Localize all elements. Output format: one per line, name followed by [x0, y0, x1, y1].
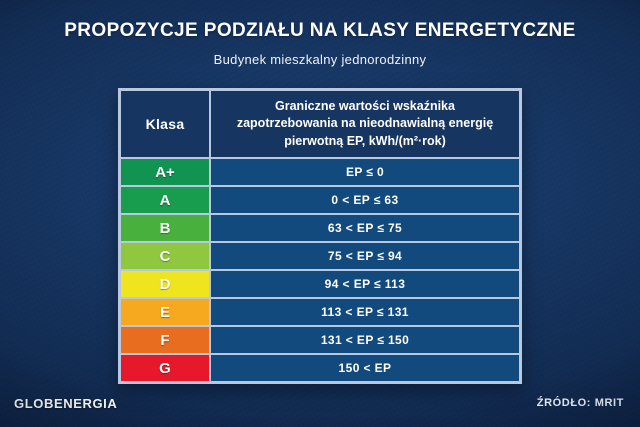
energy-class-table: Klasa Graniczne wartości wskaźnika zapot…	[118, 88, 522, 384]
class-label: D	[159, 275, 171, 293]
class-cell: F	[120, 326, 210, 354]
class-cell: B	[120, 214, 210, 242]
range-label: 75 < EP ≤ 94	[327, 249, 403, 263]
class-cell: C	[120, 242, 210, 270]
class-label: A+	[155, 163, 175, 181]
table-header-ep-range: Graniczne wartości wskaźnika zapotrzebow…	[210, 90, 520, 158]
class-label: A	[159, 191, 171, 209]
class-label: E	[159, 303, 170, 321]
range-label: EP ≤ 0	[345, 165, 385, 179]
range-cell: 0 < EP ≤ 63	[210, 186, 520, 214]
range-cell: 131 < EP ≤ 150	[210, 326, 520, 354]
class-cell: A	[120, 186, 210, 214]
range-cell: EP ≤ 0	[210, 158, 520, 186]
class-cell: G	[120, 354, 210, 382]
class-cell: D	[120, 270, 210, 298]
class-label: F	[160, 331, 170, 349]
range-label: 63 < EP ≤ 75	[327, 221, 403, 235]
range-label: 131 < EP ≤ 150	[320, 333, 410, 347]
class-label: G	[159, 359, 171, 377]
range-cell: 113 < EP ≤ 131	[210, 298, 520, 326]
range-label: 0 < EP ≤ 63	[331, 193, 399, 207]
class-label: C	[159, 247, 171, 265]
page-subtitle: Budynek mieszkalny jednorodzinny	[213, 52, 427, 67]
class-label: B	[159, 219, 171, 237]
brand-logo: GLOBENERGIA	[14, 396, 118, 411]
source-label: ŹRÓDŁO: MRIT	[536, 397, 624, 409]
page-title: PROPOZYCJE PODZIAŁU NA KLASY ENERGETYCZN…	[64, 20, 576, 41]
range-label: 150 < EP	[338, 361, 392, 375]
range-cell: 63 < EP ≤ 75	[210, 214, 520, 242]
class-cell: A+	[120, 158, 210, 186]
range-label: 94 < EP ≤ 113	[324, 277, 406, 291]
range-cell: 94 < EP ≤ 113	[210, 270, 520, 298]
range-label: 113 < EP ≤ 131	[321, 305, 409, 319]
table-header-klasa: Klasa	[120, 90, 210, 158]
class-cell: E	[120, 298, 210, 326]
range-cell: 150 < EP	[210, 354, 520, 382]
range-cell: 75 < EP ≤ 94	[210, 242, 520, 270]
